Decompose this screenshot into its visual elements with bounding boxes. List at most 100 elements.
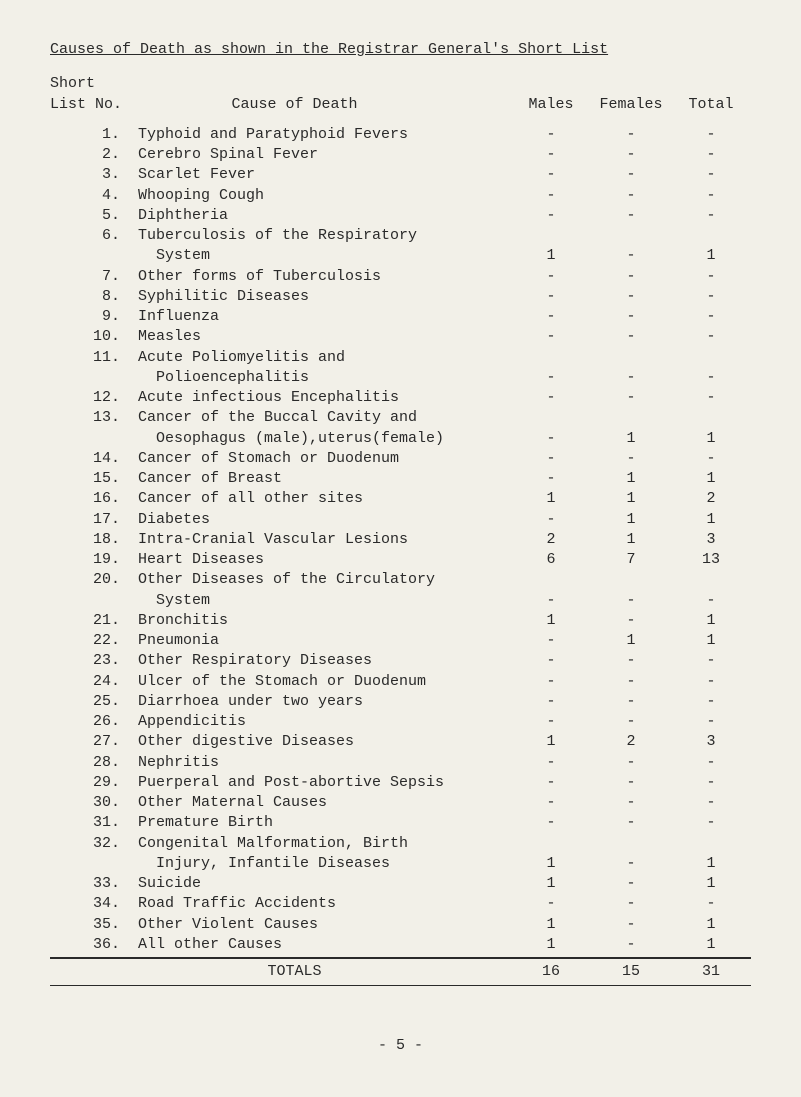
row-total: 1 (671, 854, 751, 874)
row-total: 1 (671, 874, 751, 894)
header-total: Total (671, 95, 751, 115)
row-total: - (671, 753, 751, 773)
row-total: 1 (671, 246, 751, 266)
row-males: - (511, 651, 591, 671)
row-males: 1 (511, 874, 591, 894)
row-number: 17. (50, 510, 138, 530)
row-total: 3 (671, 732, 751, 752)
table-row: 28.Nephritis--- (50, 753, 751, 773)
table-row: 32.Congenital Malformation, Birth (50, 834, 751, 854)
table-row: 13.Cancer of the Buccal Cavity and (50, 408, 751, 428)
row-number: 24. (50, 672, 138, 692)
row-cause: Whooping Cough (138, 186, 511, 206)
row-total: - (671, 591, 751, 611)
row-total: 1 (671, 429, 751, 449)
row-total: - (671, 388, 751, 408)
row-number: 23. (50, 651, 138, 671)
row-males (511, 834, 591, 854)
row-females: 7 (591, 550, 671, 570)
row-males: 1 (511, 935, 591, 955)
row-males: - (511, 510, 591, 530)
row-females: - (591, 591, 671, 611)
row-number: 33. (50, 874, 138, 894)
row-females: 2 (591, 732, 671, 752)
row-cause: Tuberculosis of the Respiratory (138, 226, 511, 246)
row-total (671, 226, 751, 246)
row-total (671, 834, 751, 854)
row-females: - (591, 854, 671, 874)
row-cause: Oesophagus (male),uterus(female) (138, 429, 511, 449)
row-cause: Diphtheria (138, 206, 511, 226)
row-cause: Cancer of the Buccal Cavity and (138, 408, 511, 428)
row-number: 25. (50, 692, 138, 712)
row-total: 1 (671, 915, 751, 935)
row-cause: Cancer of all other sites (138, 489, 511, 509)
row-number (50, 429, 138, 449)
row-females: 1 (591, 489, 671, 509)
table-row: 33.Suicide1-1 (50, 874, 751, 894)
row-total: - (671, 712, 751, 732)
totals-total: 31 (671, 962, 751, 982)
row-cause: Other forms of Tuberculosis (138, 267, 511, 287)
row-total: 1 (671, 935, 751, 955)
row-cause: Ulcer of the Stomach or Duodenum (138, 672, 511, 692)
row-cause: Syphilitic Diseases (138, 287, 511, 307)
row-number: 12. (50, 388, 138, 408)
table-row: 34.Road Traffic Accidents--- (50, 894, 751, 914)
row-cause: Nephritis (138, 753, 511, 773)
table-row: 16.Cancer of all other sites112 (50, 489, 751, 509)
row-cause: Congenital Malformation, Birth (138, 834, 511, 854)
row-total: 1 (671, 611, 751, 631)
row-males: - (511, 125, 591, 145)
row-females: - (591, 246, 671, 266)
row-males: 1 (511, 854, 591, 874)
row-males: 1 (511, 732, 591, 752)
page-title: Causes of Death as shown in the Registra… (50, 40, 751, 60)
row-males: - (511, 469, 591, 489)
row-males: 1 (511, 246, 591, 266)
row-females: - (591, 611, 671, 631)
row-males: - (511, 368, 591, 388)
table-row: 5.Diphtheria--- (50, 206, 751, 226)
row-males: - (511, 591, 591, 611)
row-cause: Other Maternal Causes (138, 793, 511, 813)
header-males: Males (511, 95, 591, 115)
row-males: 6 (511, 550, 591, 570)
row-cause: Influenza (138, 307, 511, 327)
table-row: System--- (50, 591, 751, 611)
row-number: 27. (50, 732, 138, 752)
row-number: 31. (50, 813, 138, 833)
row-males (511, 348, 591, 368)
row-total: - (671, 307, 751, 327)
table-row: 14.Cancer of Stomach or Duodenum--- (50, 449, 751, 469)
row-number: 14. (50, 449, 138, 469)
row-females: - (591, 165, 671, 185)
row-males: - (511, 753, 591, 773)
row-females: - (591, 449, 671, 469)
row-males: - (511, 165, 591, 185)
page-footer: - 5 - (50, 1036, 751, 1056)
row-females: - (591, 874, 671, 894)
row-number: 10. (50, 327, 138, 347)
row-total: - (671, 186, 751, 206)
row-number: 7. (50, 267, 138, 287)
row-females: 1 (591, 530, 671, 550)
row-number (50, 246, 138, 266)
row-females: - (591, 307, 671, 327)
row-males: - (511, 429, 591, 449)
row-total: 2 (671, 489, 751, 509)
table-row: 3.Scarlet Fever--- (50, 165, 751, 185)
row-cause: Intra-Cranial Vascular Lesions (138, 530, 511, 550)
row-females: - (591, 651, 671, 671)
row-total: - (671, 287, 751, 307)
row-number: 13. (50, 408, 138, 428)
row-females: - (591, 125, 671, 145)
row-females: - (591, 773, 671, 793)
table-row: 4.Whooping Cough--- (50, 186, 751, 206)
table-row: Polioencephalitis--- (50, 368, 751, 388)
row-cause: Diarrhoea under two years (138, 692, 511, 712)
table-row: 10.Measles--- (50, 327, 751, 347)
row-total: - (671, 368, 751, 388)
table-row: 26.Appendicitis--- (50, 712, 751, 732)
row-males: - (511, 388, 591, 408)
